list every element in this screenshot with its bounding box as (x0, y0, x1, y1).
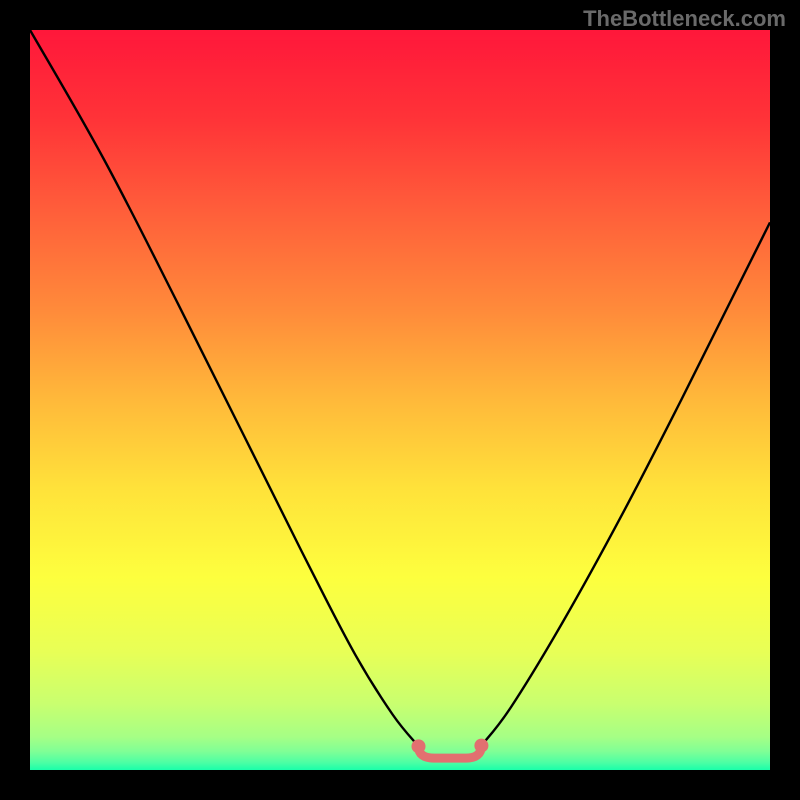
bottom-marker-dot-left (412, 739, 426, 753)
bottom-marker-dot-right (474, 739, 488, 753)
watermark-text: TheBottleneck.com (583, 6, 786, 32)
plot-area (30, 30, 770, 770)
chart-container: TheBottleneck.com (0, 0, 800, 800)
bottleneck-chart (0, 0, 800, 800)
